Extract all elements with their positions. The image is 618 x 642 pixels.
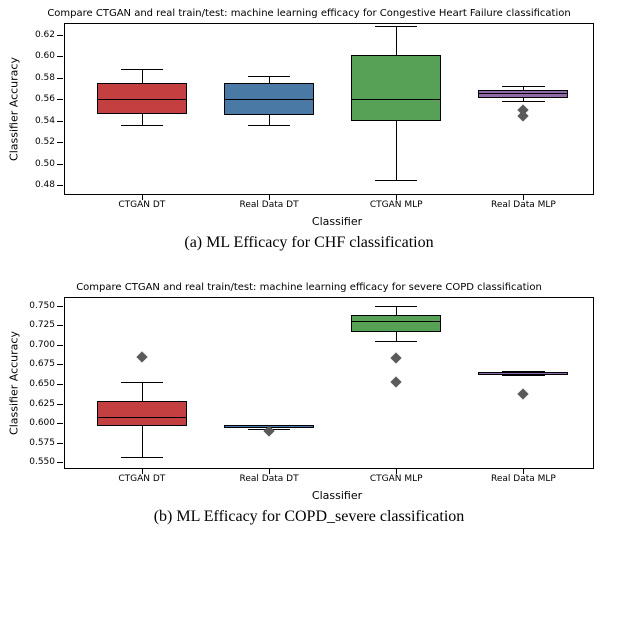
outlier-point bbox=[391, 353, 402, 364]
ytick-label: 0.625 bbox=[29, 399, 65, 409]
ytick-label: 0.600 bbox=[29, 418, 65, 428]
xlabel-b: Classifier bbox=[64, 489, 610, 502]
whisker-line bbox=[396, 306, 397, 315]
whisker-line bbox=[396, 332, 397, 341]
whisker-line bbox=[396, 26, 397, 55]
xtick-label: Real Data MLP bbox=[491, 468, 556, 484]
ylabel-b: Classifier Accuracy bbox=[8, 331, 21, 435]
whisker-cap bbox=[121, 125, 163, 126]
whisker-line bbox=[142, 69, 143, 83]
xtick-label: Real Data MLP bbox=[491, 194, 556, 210]
xtick-label: CTGAN MLP bbox=[370, 468, 423, 484]
whisker-cap bbox=[248, 76, 290, 77]
whisker-cap bbox=[248, 125, 290, 126]
box bbox=[97, 401, 187, 426]
median-line bbox=[224, 99, 314, 100]
ytick-label: 0.48 bbox=[35, 180, 65, 190]
ytick-label: 0.50 bbox=[35, 159, 65, 169]
whisker-cap bbox=[502, 375, 544, 376]
subcaption-b: (b) ML Efficacy for COPD_severe classifi… bbox=[8, 508, 610, 526]
xtick-label: CTGAN DT bbox=[118, 194, 165, 210]
box bbox=[351, 315, 441, 332]
ytick-label: 0.550 bbox=[29, 457, 65, 467]
subcaption-a: (a) ML Efficacy for CHF classification bbox=[8, 234, 610, 252]
box bbox=[478, 90, 568, 99]
whisker-cap bbox=[121, 382, 163, 383]
median-line bbox=[97, 99, 187, 100]
whisker-line bbox=[269, 76, 270, 84]
ytick-label: 0.62 bbox=[35, 30, 65, 40]
ytick-label: 0.60 bbox=[35, 51, 65, 61]
ytick-label: 0.650 bbox=[29, 379, 65, 389]
median-line bbox=[97, 417, 187, 418]
ylabel-a: Classifier Accuracy bbox=[8, 57, 21, 161]
plot-area-a: 0.480.500.520.540.560.580.600.62CTGAN DT… bbox=[64, 23, 594, 195]
chart-title-a: Compare CTGAN and real train/test: machi… bbox=[8, 8, 610, 19]
xtick-label: CTGAN DT bbox=[118, 468, 165, 484]
ytick-label: 0.575 bbox=[29, 438, 65, 448]
median-line bbox=[351, 99, 441, 100]
ytick-label: 0.725 bbox=[29, 320, 65, 330]
chart-title-b: Compare CTGAN and real train/test: machi… bbox=[8, 282, 610, 293]
xlabel-a: Classifier bbox=[64, 215, 610, 228]
whisker-line bbox=[142, 426, 143, 457]
ytick-label: 0.700 bbox=[29, 340, 65, 350]
outlier-point bbox=[518, 111, 529, 122]
outlier-point bbox=[136, 352, 147, 363]
whisker-cap bbox=[121, 69, 163, 70]
xtick-label: Real Data DT bbox=[240, 468, 299, 484]
box bbox=[351, 55, 441, 121]
whisker-line bbox=[142, 114, 143, 125]
whisker-line bbox=[142, 382, 143, 401]
median-line bbox=[351, 321, 441, 322]
ytick-label: 0.58 bbox=[35, 73, 65, 83]
ytick-label: 0.750 bbox=[29, 301, 65, 311]
xtick-label: CTGAN MLP bbox=[370, 194, 423, 210]
whisker-cap bbox=[502, 101, 544, 102]
whisker-cap bbox=[375, 180, 417, 181]
whisker-cap bbox=[502, 86, 544, 87]
outlier-point bbox=[391, 376, 402, 387]
xtick-label: Real Data DT bbox=[240, 194, 299, 210]
whisker-cap bbox=[375, 341, 417, 342]
plot-area-b: 0.5500.5750.6000.6250.6500.6750.7000.725… bbox=[64, 297, 594, 469]
ytick-label: 0.56 bbox=[35, 94, 65, 104]
whisker-line bbox=[269, 115, 270, 125]
figure-b: Compare CTGAN and real train/test: machi… bbox=[8, 282, 610, 526]
ytick-label: 0.675 bbox=[29, 359, 65, 369]
ytick-label: 0.54 bbox=[35, 116, 65, 126]
ytick-label: 0.52 bbox=[35, 137, 65, 147]
whisker-cap bbox=[375, 306, 417, 307]
figure-a: Compare CTGAN and real train/test: machi… bbox=[8, 8, 610, 252]
whisker-line bbox=[396, 121, 397, 180]
whisker-cap bbox=[375, 26, 417, 27]
outlier-point bbox=[518, 388, 529, 399]
whisker-cap bbox=[121, 457, 163, 458]
median-line bbox=[478, 374, 568, 375]
median-line bbox=[478, 93, 568, 94]
